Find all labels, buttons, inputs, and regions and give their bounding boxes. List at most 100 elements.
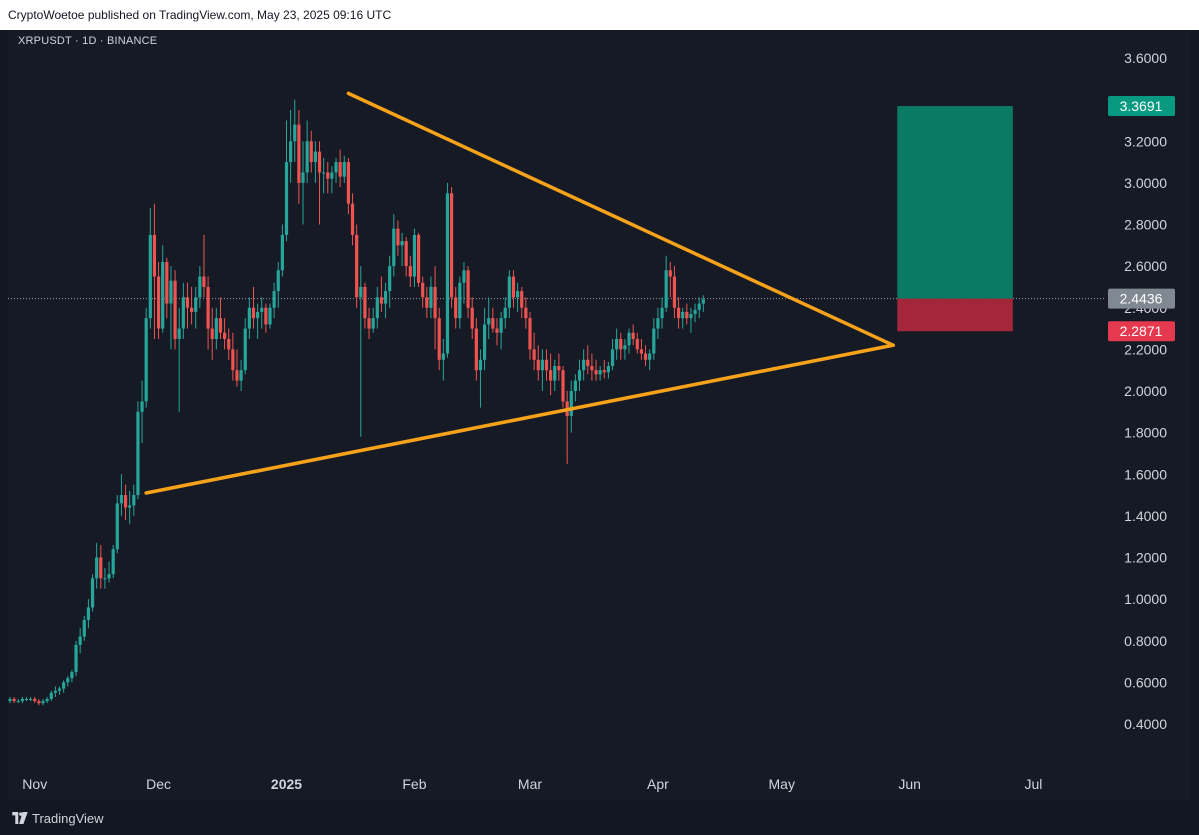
candle (392, 214, 396, 277)
footer-brand[interactable]: TradingView (32, 810, 104, 826)
candle (429, 276, 433, 319)
x-tick-label: Nov (22, 776, 47, 792)
y-tick-label: 2.6000 (1124, 258, 1167, 274)
candle (520, 286, 524, 319)
candle (95, 542, 99, 589)
x-tick-label: Feb (402, 776, 426, 792)
candle (594, 359, 598, 381)
candle (627, 328, 631, 354)
candle (185, 282, 190, 329)
candle (425, 286, 429, 319)
candle (342, 155, 346, 183)
candle (247, 297, 251, 339)
candle (62, 680, 66, 693)
candle (623, 338, 627, 360)
candle (528, 311, 532, 360)
triangle-trendlines[interactable] (144, 91, 895, 495)
candle (412, 228, 417, 287)
candle (194, 286, 198, 329)
y-tick-label: 2.0000 (1124, 383, 1167, 399)
target-price-tag: 3.3691 (1108, 96, 1175, 117)
candle (355, 224, 359, 308)
candle (433, 266, 437, 350)
candle (144, 307, 148, 408)
candle (606, 361, 611, 379)
candle (214, 307, 218, 350)
candle (470, 297, 474, 339)
candle (503, 297, 507, 329)
candle (499, 311, 503, 350)
candle (573, 374, 577, 402)
candle (223, 318, 227, 350)
candle (598, 366, 602, 381)
candle (173, 270, 177, 350)
candle (445, 182, 450, 358)
candle (20, 696, 24, 704)
candle (643, 345, 648, 367)
candle (272, 282, 276, 319)
svg-text:3.3691: 3.3691 (1120, 98, 1163, 114)
candle (41, 699, 45, 706)
candle (615, 328, 619, 360)
price-axis[interactable]: 3.60003.20003.00002.80002.60002.40002.20… (1124, 50, 1167, 732)
candle (668, 261, 672, 298)
target-zone[interactable] (897, 106, 1013, 299)
candle (610, 338, 615, 371)
candle (152, 203, 157, 339)
candle (57, 686, 62, 695)
candle (693, 303, 697, 323)
candle (177, 307, 181, 412)
candle (132, 484, 136, 516)
candle (557, 353, 561, 381)
price-tags: 3.3691 2.4436 2.2871 (1108, 96, 1175, 342)
price-chart[interactable]: 3.60003.20003.00002.80002.60002.40002.20… (0, 0, 1199, 801)
y-tick-label: 1.0000 (1124, 591, 1167, 607)
candle (210, 307, 214, 360)
candle (689, 307, 693, 333)
candle (156, 261, 161, 339)
x-tick-label: Dec (146, 776, 171, 792)
candle (326, 162, 330, 194)
tradingview-logo-icon (12, 812, 28, 824)
candle (544, 349, 549, 381)
candle (12, 696, 16, 704)
candle (243, 318, 247, 375)
x-tick-label: Apr (647, 776, 669, 792)
candlestick-series (8, 99, 705, 706)
candle (619, 332, 623, 360)
candle (66, 676, 70, 687)
candle (280, 224, 284, 277)
symbol-label[interactable]: XRPUSDT · 1D · BINANCE (18, 35, 158, 47)
y-tick-label: 0.6000 (1124, 674, 1167, 690)
candle (305, 120, 309, 183)
candle (33, 696, 37, 704)
candle (540, 349, 544, 391)
x-tick-label: May (769, 776, 795, 792)
candle (99, 545, 103, 589)
candle (631, 324, 635, 346)
candle (639, 338, 644, 360)
svg-text:2.2871: 2.2871 (1120, 323, 1163, 339)
candle (78, 628, 82, 654)
trendline-lower[interactable] (144, 343, 895, 495)
candle (90, 574, 95, 612)
candle (507, 270, 511, 319)
candle (532, 332, 536, 371)
candle (148, 207, 152, 329)
candle (239, 359, 243, 391)
candle (396, 220, 400, 256)
candle (371, 307, 375, 333)
candle (313, 141, 317, 183)
candle (582, 349, 586, 381)
candle (227, 328, 231, 360)
trendline-upper[interactable] (346, 91, 895, 347)
time-axis[interactable]: Nov Dec 2025 Feb Mar Apr May Jun Jul (22, 776, 1042, 792)
candle (602, 359, 606, 379)
long-position-tool[interactable] (897, 106, 1013, 332)
candle (268, 303, 272, 329)
candle (334, 157, 338, 183)
candle (206, 276, 210, 350)
candle (701, 295, 705, 312)
stop-zone[interactable] (897, 298, 1013, 332)
candle (676, 297, 681, 329)
